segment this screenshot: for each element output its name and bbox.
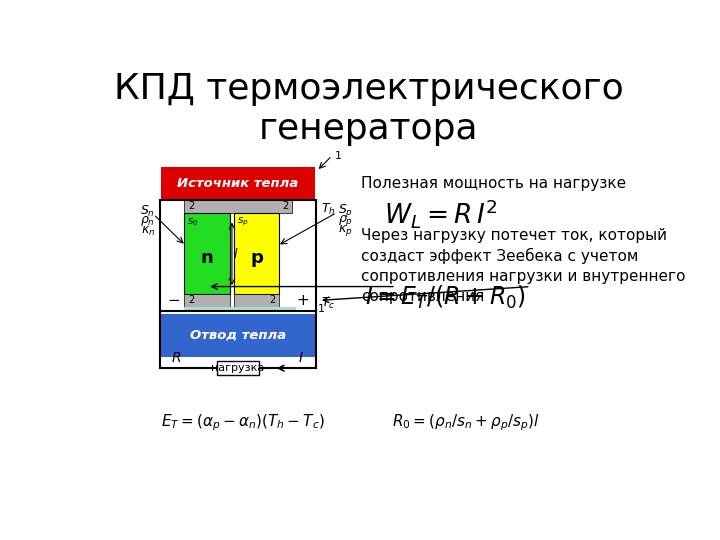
Bar	[234, 294, 279, 307]
Text: $S_n$: $S_n$	[140, 204, 155, 219]
Text: $\rho_p$: $\rho_p$	[338, 213, 354, 228]
Text: $E_T = \left(\alpha_p - \alpha_n\right)\left(T_h - T_c\right)$: $E_T = \left(\alpha_p - \alpha_n\right)\…	[161, 413, 325, 434]
Bar	[217, 361, 259, 375]
Text: p: p	[250, 249, 263, 267]
Text: $I = E_T /\left(R + R_0\right)$: $I = E_T /\left(R + R_0\right)$	[365, 284, 526, 312]
Text: $R_0 = \left(\rho_n / s_n + \rho_p / s_p\right) l$: $R_0 = \left(\rho_n / s_n + \rho_p / s_p…	[392, 413, 540, 434]
Bar	[161, 200, 316, 311]
Text: $\kappa_n$: $\kappa_n$	[140, 225, 155, 238]
Text: Источник тепла: Источник тепла	[177, 177, 299, 190]
Text: 1: 1	[318, 304, 325, 314]
Text: 1: 1	[334, 151, 341, 161]
Text: $I$: $I$	[297, 351, 303, 365]
Text: 2: 2	[188, 201, 194, 212]
Text: $\kappa_p$: $\kappa_p$	[338, 224, 353, 239]
Bar	[161, 314, 316, 356]
Text: $S_p$: $S_p$	[338, 202, 354, 219]
Bar	[184, 200, 292, 213]
Text: $W_L = R\,I^2$: $W_L = R\,I^2$	[384, 197, 498, 230]
Text: +: +	[296, 293, 309, 308]
Text: 2: 2	[282, 201, 288, 212]
Text: $s_p$: $s_p$	[237, 215, 248, 228]
Bar	[161, 314, 315, 356]
Text: $R$: $R$	[171, 351, 181, 365]
Bar	[184, 213, 230, 294]
Text: $\rho_n$: $\rho_n$	[140, 214, 155, 228]
Text: $T_h$: $T_h$	[321, 202, 336, 217]
Text: 2: 2	[188, 295, 194, 306]
Text: n: n	[201, 249, 214, 267]
Text: $T_c$: $T_c$	[321, 296, 336, 311]
Text: Отвод тепла: Отвод тепла	[190, 329, 287, 342]
Bar	[161, 167, 315, 200]
Text: $l$: $l$	[233, 247, 239, 261]
Bar	[184, 294, 230, 307]
Text: Полезная мощность на нагрузке: Полезная мощность на нагрузке	[361, 177, 626, 192]
Text: КПД термоэлектрического
генератора: КПД термоэлектрического генератора	[114, 72, 624, 146]
Bar	[234, 213, 279, 294]
Text: Через нагрузку потечет ток, который
создаст эффект Зеебека с учетом
сопротивлени: Через нагрузку потечет ток, который созд…	[361, 228, 685, 304]
Text: −: −	[167, 293, 180, 308]
Text: $s_0$: $s_0$	[186, 215, 198, 227]
Text: нагрузка: нагрузка	[212, 363, 265, 373]
Text: 2: 2	[269, 295, 275, 306]
Bar	[184, 307, 296, 311]
